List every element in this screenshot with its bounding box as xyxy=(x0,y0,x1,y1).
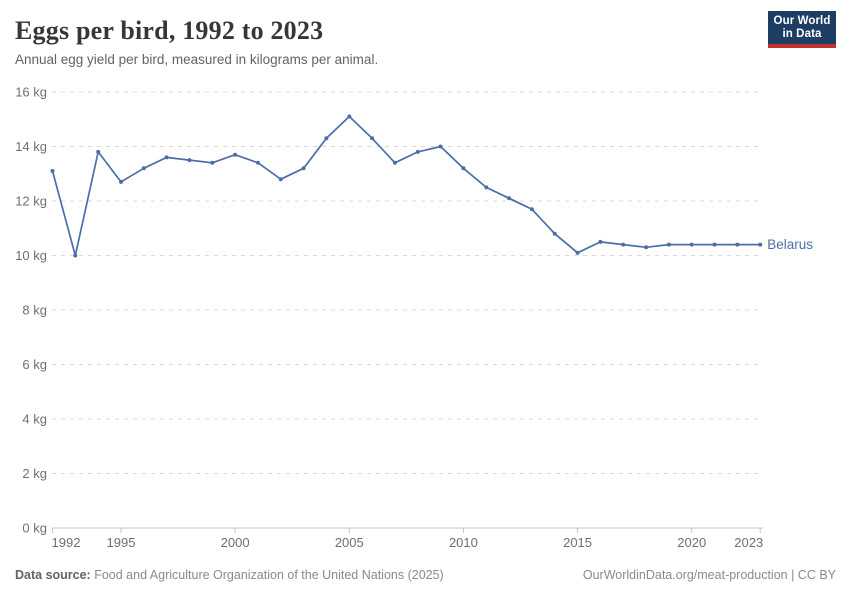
data-point-marker xyxy=(210,160,215,165)
data-point-marker xyxy=(256,160,260,165)
data-point-marker xyxy=(164,155,169,160)
data-point-marker xyxy=(73,253,78,258)
data-point-marker xyxy=(324,136,329,141)
data-source-note: Data source: Food and Agriculture Organi… xyxy=(15,568,444,582)
data-point-marker xyxy=(347,114,352,119)
y-tick-label: 16 kg xyxy=(15,85,47,100)
x-tick-label: 2000 xyxy=(221,535,250,550)
y-tick-label: 8 kg xyxy=(22,303,47,318)
y-tick-label: 10 kg xyxy=(15,248,47,263)
data-point-marker xyxy=(233,152,238,157)
data-point-marker xyxy=(529,207,534,212)
x-tick-label: 1995 xyxy=(107,535,136,550)
y-tick-label: 14 kg xyxy=(15,139,47,154)
data-source-text: Food and Agriculture Organization of the… xyxy=(90,568,444,582)
x-tick-label: 2010 xyxy=(449,535,478,550)
data-point-marker xyxy=(575,250,580,255)
y-tick-label: 6 kg xyxy=(22,357,47,372)
x-tick-label: 1992 xyxy=(52,535,81,550)
data-point-marker xyxy=(96,149,101,154)
data-point-marker xyxy=(666,242,671,247)
data-point-marker xyxy=(712,242,717,247)
data-point-marker xyxy=(758,242,763,247)
data-point-marker xyxy=(301,166,306,171)
x-tick-label: 2015 xyxy=(563,535,592,550)
data-point-marker xyxy=(598,239,603,244)
owid-logo-line2: in Data xyxy=(782,27,822,40)
x-tick-label: 2005 xyxy=(335,535,364,550)
chart-subtitle: Annual egg yield per bird, measured in k… xyxy=(15,52,379,67)
data-point-marker xyxy=(370,136,375,141)
data-point-marker xyxy=(689,242,694,247)
y-tick-label: 0 kg xyxy=(22,521,47,536)
series-end-label: Belarus xyxy=(767,237,813,252)
data-point-marker xyxy=(50,169,55,173)
x-tick-label: 2023 xyxy=(734,535,763,550)
data-point-marker xyxy=(621,242,626,247)
series-line xyxy=(51,115,762,257)
data-point-marker xyxy=(392,160,397,165)
data-point-marker xyxy=(644,245,649,250)
owid-logo[interactable]: Our World in Data xyxy=(768,11,836,48)
chart-title: Eggs per bird, 1992 to 2023 xyxy=(15,16,324,45)
data-point-marker xyxy=(438,144,443,149)
credit-link[interactable]: OurWorldinData.org/meat-production | CC … xyxy=(582,568,836,582)
data-point-marker xyxy=(552,231,557,236)
data-point-marker xyxy=(278,177,283,182)
y-tick-label: 2 kg xyxy=(22,466,47,481)
data-point-marker xyxy=(187,158,192,163)
data-source-label: Data source: xyxy=(15,568,91,582)
chart-footer: Data source: Food and Agriculture Organi… xyxy=(15,568,836,582)
data-point-marker xyxy=(461,166,466,171)
data-point-marker xyxy=(141,166,146,171)
data-point-marker xyxy=(119,179,123,184)
data-point-marker xyxy=(735,242,740,247)
owid-logo-line1: Our World xyxy=(773,14,831,27)
y-tick-label: 4 kg xyxy=(22,412,47,427)
y-tick-label: 12 kg xyxy=(15,194,47,209)
data-point-marker xyxy=(415,149,420,154)
data-point-marker xyxy=(507,196,512,201)
data-point-marker xyxy=(484,185,489,190)
x-tick-label: 2020 xyxy=(677,535,706,550)
